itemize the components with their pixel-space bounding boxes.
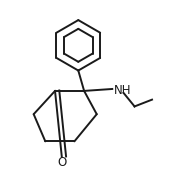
Text: O: O [57,156,66,169]
Text: NH: NH [114,84,132,97]
